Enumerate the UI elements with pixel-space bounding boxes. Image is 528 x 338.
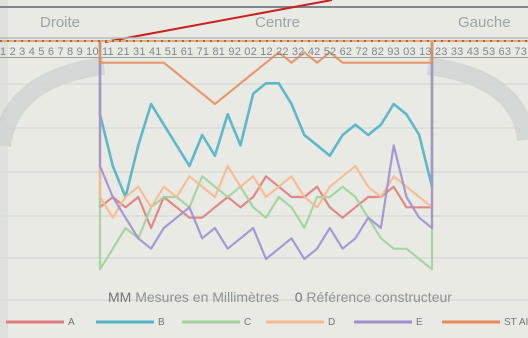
header-center-label: Centre [255,14,301,31]
series-line-st-ai [98,42,434,106]
header-right-label: Droite [40,14,81,31]
series-line-d [98,42,434,219]
series-line-c [98,42,434,271]
legend-label-b: B [158,317,165,328]
legend-label-a: A [68,317,75,328]
legend-label-c: C [244,317,252,328]
caption-unit-abbr: MM [108,289,132,305]
caption-zero: 0 [294,289,303,305]
caption-zero-text: Référence constructeur [306,289,452,305]
tick-labels: 1 2 3 4 5 6 7 8 9 10 11 21 31 41 51 61 7… [0,46,528,58]
caption-unit-text: Mesures en Millimètres [135,289,280,305]
legend-label-d: D [328,317,336,328]
legend-label-e: E [416,317,423,328]
legend-label-st: ST AI [504,317,528,328]
series-line-a [98,42,434,230]
grid [0,83,528,301]
caption: MM Mesures en Millimètres 0 Référence co… [108,289,452,305]
series-line-b [98,42,434,199]
header-left-label: Gauche [458,14,511,31]
series-line-e [98,42,434,261]
series-group [98,42,434,271]
